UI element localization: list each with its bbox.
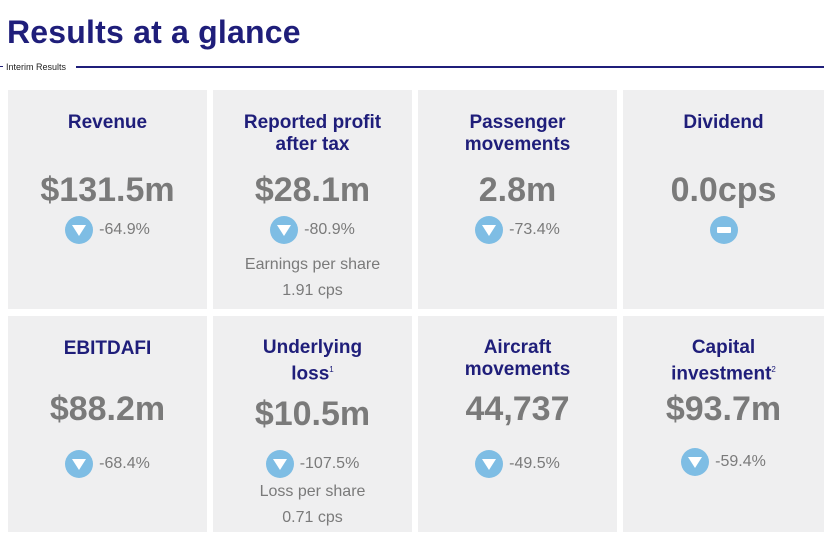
card-revenue: Revenue $131.5m -64.9% [8, 90, 207, 309]
card-label-line: after tax [275, 134, 350, 155]
card-change: -73.4% [418, 216, 617, 244]
card-label: EBITDAFI [63, 338, 152, 359]
card-label-line: Aircraft [483, 337, 552, 358]
card-passenger-movements: Passenger movements 2.8m -73.4% [418, 90, 617, 309]
change-percent: -49.5% [509, 455, 560, 472]
down-arrow-icon [265, 450, 294, 478]
card-label: Reported profit after tax [213, 112, 412, 156]
results-grid: Revenue $131.5m -64.9% Reported profit a… [8, 90, 824, 532]
card-value: 2.8m [478, 171, 557, 209]
card-change: -49.5% [418, 450, 617, 478]
card-label-line: movements [464, 134, 571, 155]
card-label-line: Capital [691, 337, 756, 358]
card-dividend: Dividend 0.0cps [623, 90, 824, 309]
neutral-dash-icon [709, 216, 738, 244]
card-aircraft-movements: Aircraft movements 44,737 -49.5% [418, 316, 617, 532]
change-percent: -59.4% [715, 453, 766, 470]
card-value: 44,737 [465, 390, 570, 428]
eps-value: 1.91 cps [282, 282, 343, 299]
card-change: -68.4% [8, 450, 207, 478]
card-change: -107.5% [213, 450, 412, 478]
card-label-line: investment2 [623, 359, 824, 385]
card-value: $10.5m [254, 395, 371, 433]
card-value: 0.0cps [670, 171, 777, 209]
card-label: Underlying loss1 [213, 337, 412, 385]
card-label-text: loss [291, 363, 330, 385]
down-arrow-icon [65, 216, 94, 244]
lps-value: 0.71 cps [282, 509, 343, 526]
lps-label: Loss per share [259, 483, 366, 500]
card-capital-investment: Capital investment2 $93.7m -59.4% [623, 316, 824, 532]
card-label: Passenger movements [418, 112, 617, 156]
subtitle-marker [0, 66, 3, 67]
footnote-marker: 2 [771, 365, 776, 374]
change-percent: -107.5% [299, 455, 360, 472]
subtitle-divider [76, 66, 824, 68]
card-label: Revenue [67, 112, 148, 133]
card-value: $131.5m [40, 171, 175, 209]
card-extra: Earnings per share 1.91 cps [213, 252, 412, 304]
change-percent: -80.9% [304, 221, 355, 238]
card-underlying-loss: Underlying loss1 $10.5m -107.5% Loss per… [213, 316, 412, 532]
card-label-text: investment [671, 363, 772, 385]
footnote-marker: 1 [329, 365, 334, 374]
card-value: $88.2m [49, 390, 166, 428]
card-label-line: Reported profit [243, 112, 382, 133]
card-label: Capital investment2 [623, 337, 824, 385]
card-reported-profit: Reported profit after tax $28.1m -80.9% … [213, 90, 412, 309]
card-change: -59.4% [623, 448, 824, 476]
card-label: Aircraft movements [418, 337, 617, 381]
card-label: Dividend [683, 112, 764, 133]
card-label-line: Underlying [262, 337, 363, 358]
card-label-line: loss1 [213, 359, 412, 385]
change-percent: -73.4% [509, 221, 560, 238]
down-arrow-icon [475, 450, 504, 478]
section-subtitle-row: Interim Results [0, 60, 824, 74]
card-extra: Loss per share 0.71 cps [213, 479, 412, 531]
page-title: Results at a glance [7, 14, 301, 50]
section-subtitle: Interim Results [6, 62, 67, 72]
card-change: -80.9% [213, 216, 412, 244]
down-arrow-icon [270, 216, 299, 244]
card-value: $93.7m [665, 390, 782, 428]
change-percent: -64.9% [99, 221, 150, 238]
down-arrow-icon [475, 216, 504, 244]
card-label-line: movements [464, 359, 571, 380]
card-change [623, 216, 824, 244]
change-percent: -68.4% [99, 455, 150, 472]
down-arrow-icon [65, 450, 94, 478]
card-ebitdafi: EBITDAFI $88.2m -68.4% [8, 316, 207, 532]
card-label-line: Passenger [469, 112, 566, 133]
card-change: -64.9% [8, 216, 207, 244]
card-value: $28.1m [254, 171, 371, 209]
down-arrow-icon [681, 448, 710, 476]
eps-label: Earnings per share [244, 256, 381, 273]
